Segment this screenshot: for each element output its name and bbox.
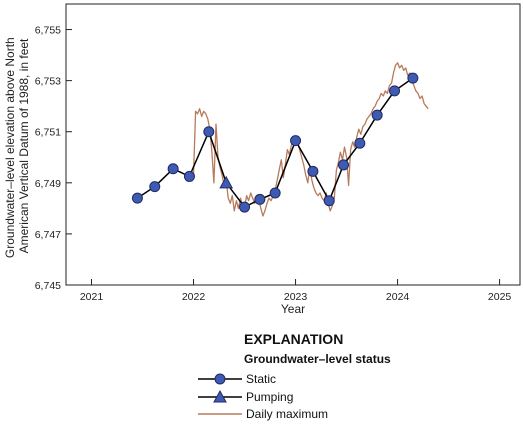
x-tick-label-0: 2021 bbox=[80, 291, 104, 303]
static-point-3 bbox=[183, 170, 195, 182]
static-point-4 bbox=[203, 126, 215, 138]
x-tick-label-2: 2023 bbox=[284, 291, 308, 303]
x-axis-ticks: 2021 2022 2023 2024 2025 bbox=[80, 279, 512, 303]
static-point-14 bbox=[389, 85, 401, 97]
static-point-13 bbox=[371, 109, 383, 121]
x-tick-label-3: 2024 bbox=[386, 291, 410, 303]
static-point-5 bbox=[239, 201, 251, 213]
static-point-9 bbox=[307, 165, 319, 177]
static-point-12 bbox=[354, 137, 366, 149]
static-point-11 bbox=[338, 159, 350, 171]
legend-pumping-marker bbox=[213, 389, 227, 403]
y-tick-label-1: 6,747 bbox=[35, 229, 61, 241]
legend-subtitle: Groundwater–level status bbox=[244, 352, 391, 366]
static-point-10 bbox=[323, 195, 335, 207]
legend-static-label: Static bbox=[246, 372, 276, 386]
static-point-8 bbox=[290, 135, 302, 147]
legend-title: EXPLANATION bbox=[244, 331, 343, 347]
x-axis-label: Year bbox=[281, 302, 305, 316]
x-tick-label-1: 2022 bbox=[182, 291, 206, 303]
static-point-0 bbox=[131, 192, 143, 204]
static-point-1 bbox=[149, 181, 161, 193]
static-point-15 bbox=[407, 72, 419, 84]
plot-frame bbox=[65, 3, 521, 286]
y-tick-label-4: 6,753 bbox=[35, 76, 61, 88]
y-tick-label-3: 6,751 bbox=[35, 127, 61, 139]
static-point-2 bbox=[167, 163, 179, 175]
y-tick-label-2: 6,749 bbox=[35, 178, 61, 190]
y-axis-label-line-2: American Vertical Datum of 1988, in feet bbox=[17, 38, 31, 253]
legend-static-marker bbox=[214, 373, 226, 385]
y-axis-label: Groundwater–level elevation above North … bbox=[3, 34, 31, 258]
x-tick-label-4: 2025 bbox=[488, 291, 512, 303]
y-axis-ticks: 6,745 6,747 6,749 6,751 6,753 6,755 bbox=[35, 25, 72, 292]
pumping-point-0 bbox=[219, 175, 234, 189]
y-tick-label-5: 6,755 bbox=[35, 25, 61, 37]
legend: EXPLANATION Groundwater–level status Sta… bbox=[198, 331, 391, 421]
legend-daily-label: Daily maximum bbox=[246, 407, 328, 421]
plot-area bbox=[131, 62, 429, 217]
y-axis-label-line-1: Groundwater–level elevation above North bbox=[3, 37, 17, 258]
static-point-7 bbox=[269, 187, 281, 199]
y-tick-label-0: 6,745 bbox=[35, 280, 61, 292]
legend-pumping-label: Pumping bbox=[246, 390, 293, 404]
static-point-6 bbox=[254, 193, 266, 205]
